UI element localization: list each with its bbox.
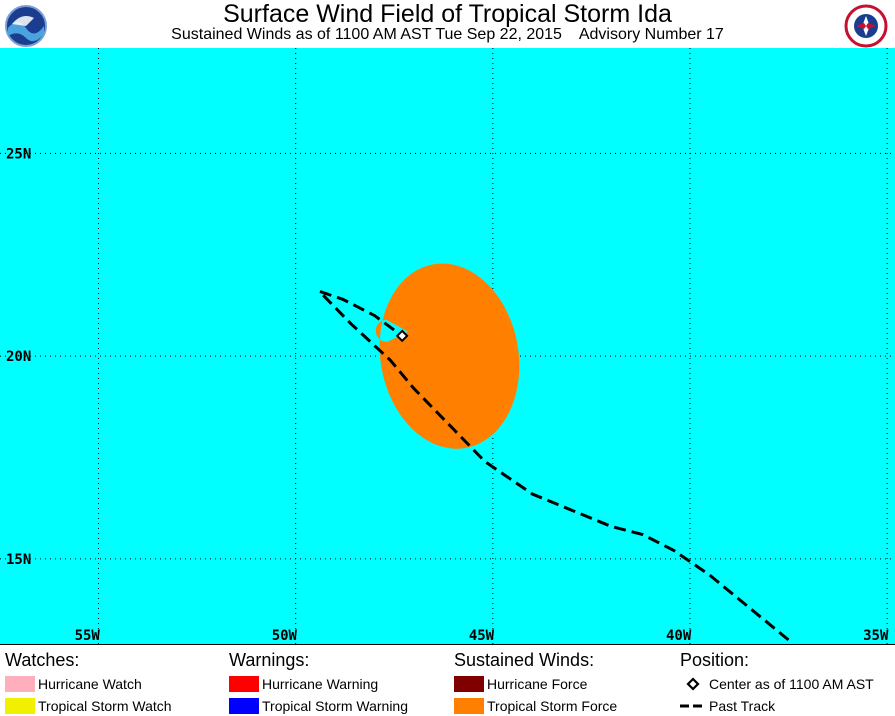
legend-watches-heading: Watches: bbox=[5, 650, 80, 670]
tropical-storm-warning-swatch bbox=[229, 698, 259, 714]
tropical-storm-watch-swatch bbox=[5, 698, 35, 714]
legend-watches: Watches: Hurricane Watch Tropical Storm … bbox=[5, 649, 172, 714]
page-subtitle: Sustained Winds as of 1100 AM AST Tue Se… bbox=[0, 25, 895, 45]
page-title: Surface Wind Field of Tropical Storm Ida bbox=[223, 0, 672, 28]
tropical-storm-force-wind-field bbox=[375, 263, 520, 449]
lon-tick-label: 45W bbox=[469, 628, 495, 644]
legend-center-label: Center as of 1100 AM AST bbox=[709, 676, 874, 692]
legend-center: Center as of 1100 AM AST bbox=[680, 675, 874, 693]
hurricane-warning-swatch bbox=[229, 676, 259, 692]
lon-tick-label: 55W bbox=[75, 628, 101, 644]
lon-tick-label: 35W bbox=[863, 628, 889, 644]
legend-past-track: Past Track bbox=[680, 697, 775, 715]
legend: Watches: Hurricane Watch Tropical Storm … bbox=[0, 644, 895, 716]
wind-field-map: 55W 50W 45W 40W 35W 25N 20N 15N bbox=[0, 48, 895, 644]
legend-tropical-storm-warning-label: Tropical Storm Warning bbox=[262, 698, 409, 714]
legend-tropical-storm-force: Tropical Storm Force bbox=[454, 697, 617, 715]
lat-tick-label: 25N bbox=[6, 146, 31, 162]
past-track-line bbox=[318, 289, 790, 642]
legend-hurricane-warning-label: Hurricane Warning bbox=[262, 676, 379, 692]
legend-hurricane-warning: Hurricane Warning bbox=[229, 675, 378, 693]
subtitle-advisory: Advisory Number 17 bbox=[578, 26, 724, 43]
hurricane-watch-swatch bbox=[5, 676, 35, 692]
legend-warnings: Warnings: Hurricane Warning Tropical Sto… bbox=[229, 649, 408, 714]
hurricane-force-swatch bbox=[454, 676, 484, 692]
legend-position-heading: Position: bbox=[680, 650, 750, 670]
legend-tropical-storm-watch: Tropical Storm Watch bbox=[5, 697, 172, 715]
subtitle-valid-time: Sustained Winds as of 1100 AM AST Tue Se… bbox=[171, 26, 562, 43]
legend-past-track-label: Past Track bbox=[709, 698, 776, 714]
legend-position: Position: Center as of 1100 AM AST Past … bbox=[680, 649, 874, 714]
lat-tick-label: 20N bbox=[6, 349, 31, 365]
legend-sustained-winds: Sustained Winds: Hurricane Force Tropica… bbox=[454, 649, 617, 714]
lat-lon-grid bbox=[0, 48, 895, 644]
axis-tick-labels: 55W 50W 45W 40W 35W 25N 20N 15N bbox=[6, 146, 889, 644]
tropical-storm-force-swatch bbox=[454, 698, 484, 714]
lon-tick-label: 40W bbox=[666, 628, 692, 644]
lon-tick-label: 50W bbox=[272, 628, 298, 644]
dashed-line-icon bbox=[680, 704, 706, 708]
storm-center-diamond-icon bbox=[395, 329, 409, 343]
legend-tropical-storm-watch-label: Tropical Storm Watch bbox=[38, 698, 172, 714]
header: Surface Wind Field of Tropical Storm Ida… bbox=[0, 0, 895, 48]
legend-tropical-storm-warning: Tropical Storm Warning bbox=[229, 697, 408, 715]
nws-logo bbox=[844, 4, 888, 48]
legend-warnings-heading: Warnings: bbox=[229, 650, 310, 670]
legend-winds-heading: Sustained Winds: bbox=[454, 650, 595, 670]
legend-hurricane-watch-label: Hurricane Watch bbox=[38, 676, 142, 692]
legend-tropical-storm-force-label: Tropical Storm Force bbox=[487, 698, 618, 714]
legend-hurricane-force-label: Hurricane Force bbox=[487, 676, 588, 692]
legend-hurricane-force: Hurricane Force bbox=[454, 675, 587, 693]
legend-hurricane-watch: Hurricane Watch bbox=[5, 675, 142, 693]
diamond-icon bbox=[686, 677, 700, 691]
lat-tick-label: 15N bbox=[6, 552, 31, 568]
noaa-logo bbox=[5, 5, 47, 47]
